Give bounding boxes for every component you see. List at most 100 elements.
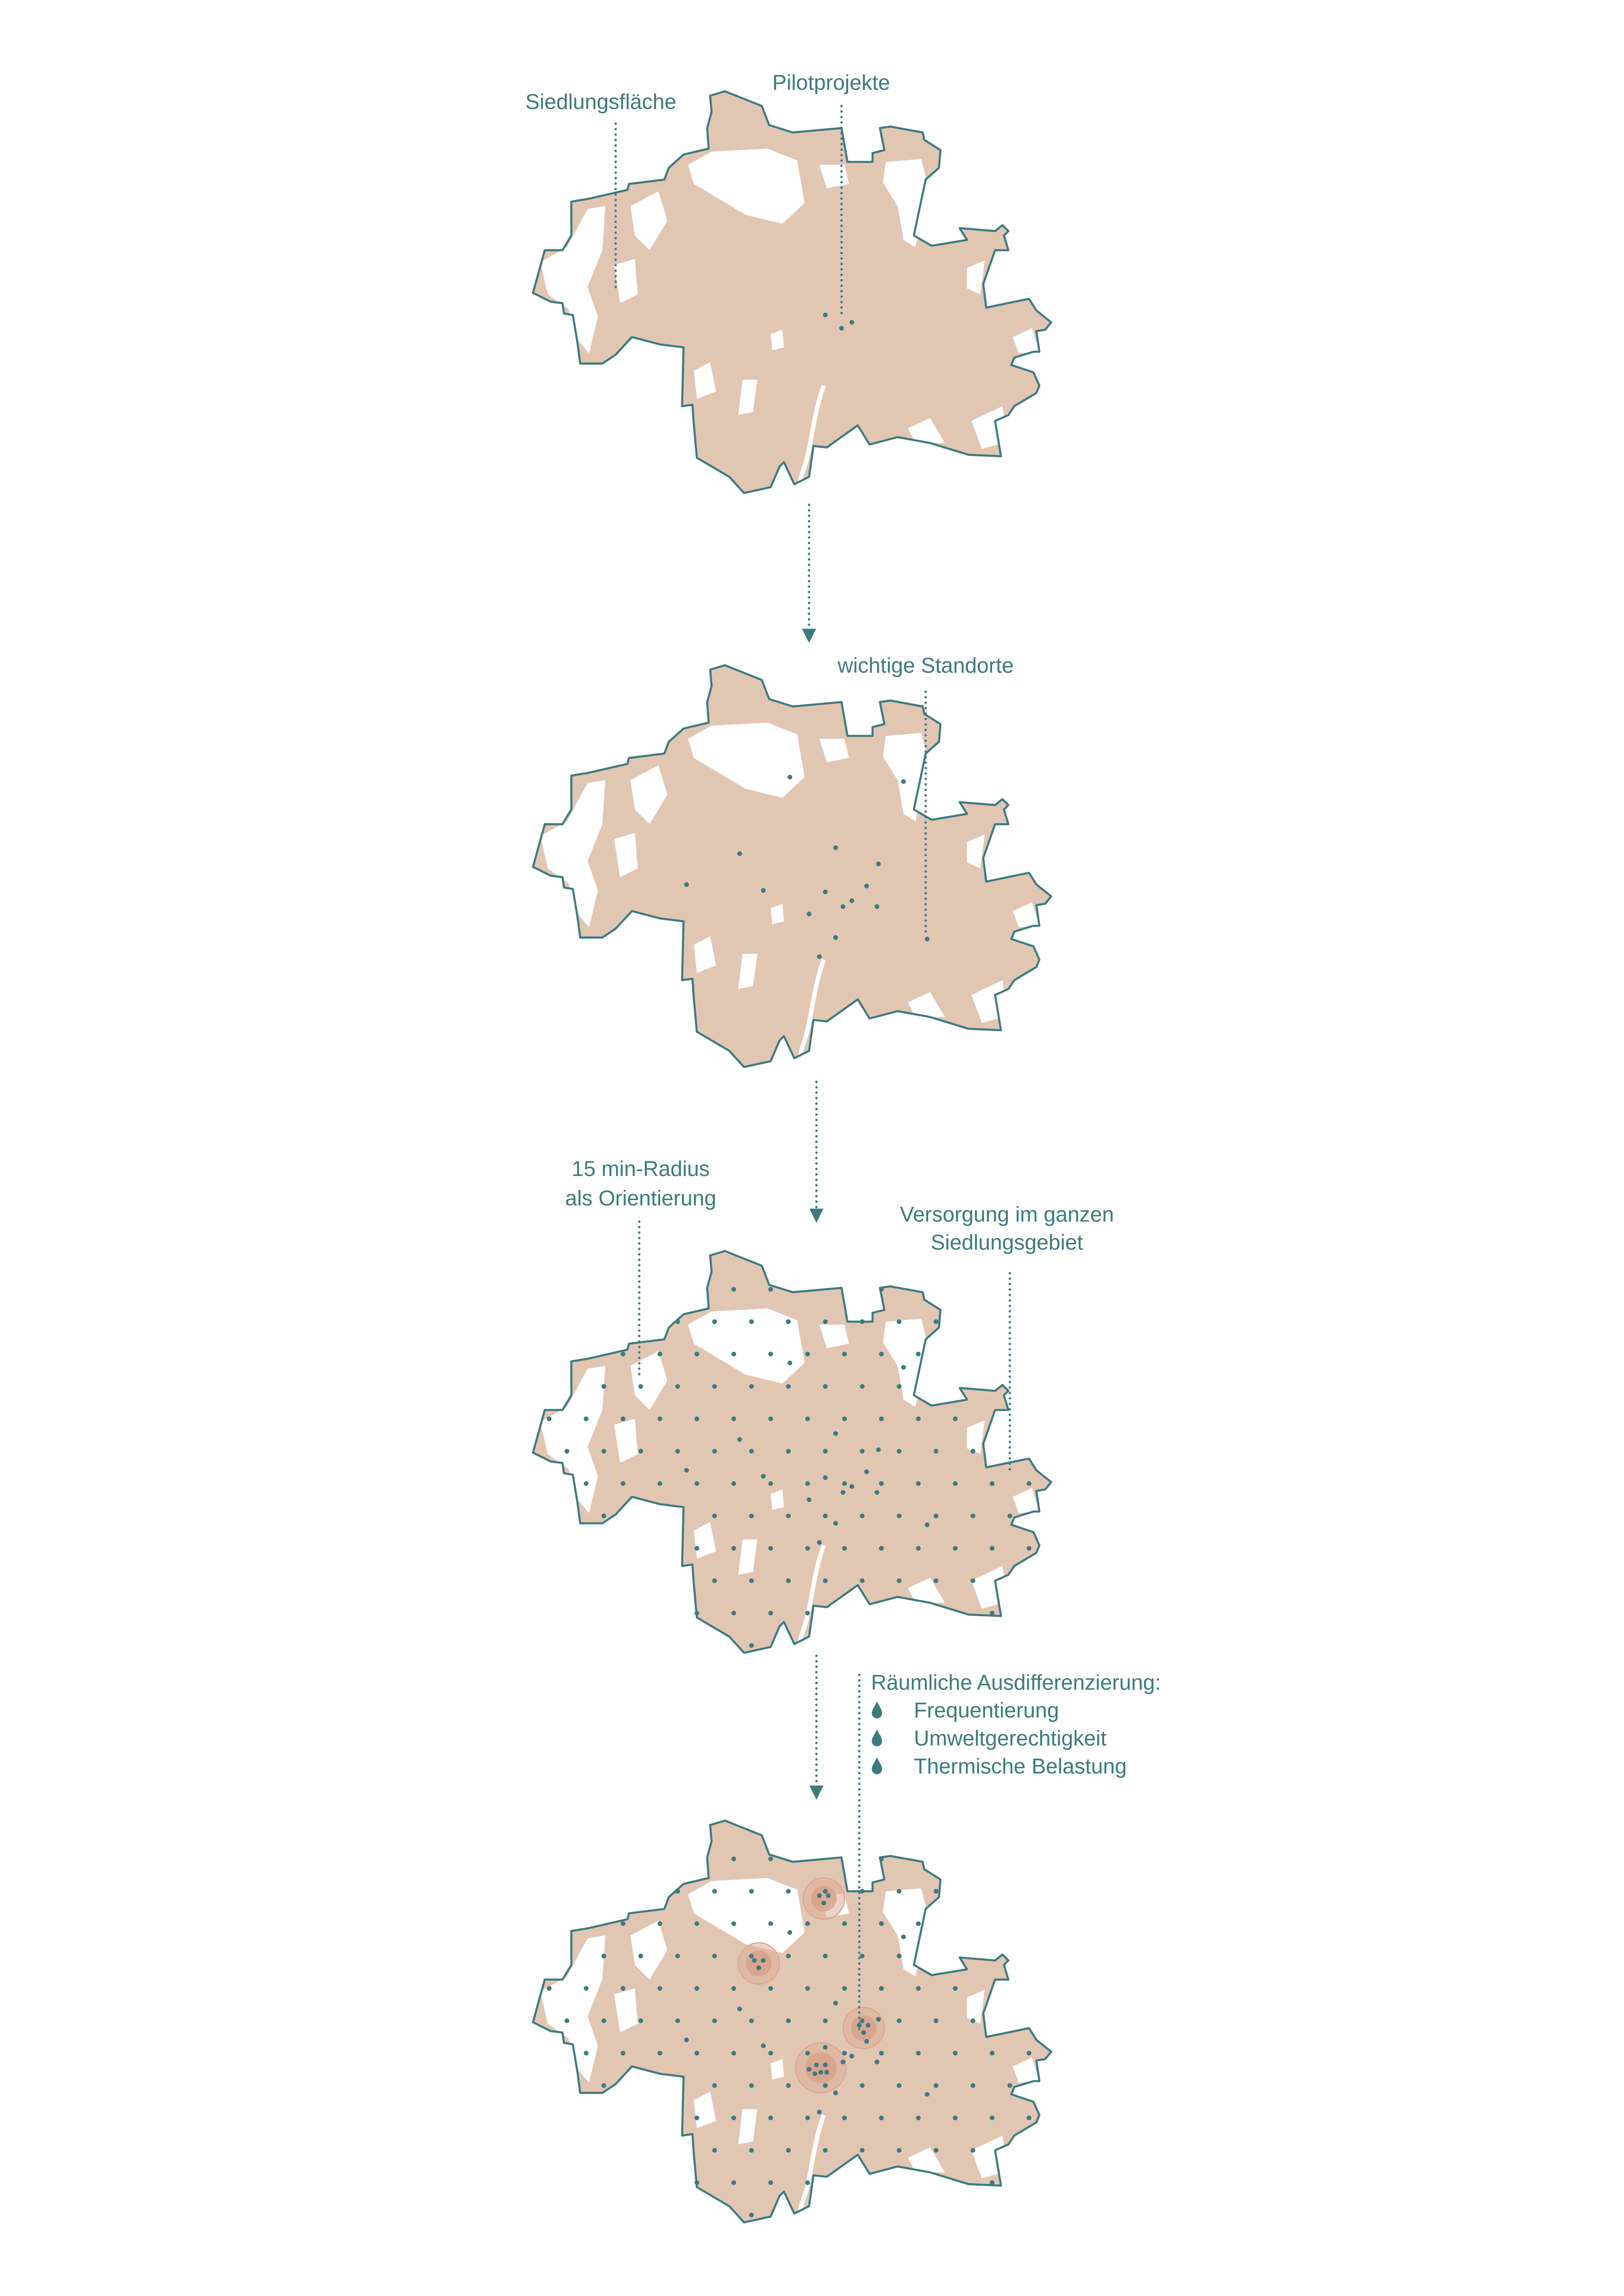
location-dot — [749, 2213, 754, 2218]
location-dot — [675, 1889, 680, 1894]
settlement-area — [533, 91, 1051, 493]
location-dot — [823, 2083, 828, 2088]
location-dot — [823, 2018, 828, 2023]
location-dot — [817, 1893, 822, 1898]
drop-icon — [872, 1757, 882, 1774]
location-dot — [805, 1351, 810, 1356]
location-dot — [842, 2051, 847, 2056]
location-dot — [731, 1611, 737, 1616]
radius-core — [805, 2052, 837, 2084]
location-dot — [897, 1513, 902, 1518]
location-dot — [817, 954, 822, 959]
location-dot — [874, 1490, 880, 1495]
location-dot — [823, 1954, 828, 1959]
location-dot — [953, 1481, 958, 1486]
location-dot — [916, 1986, 921, 1991]
location-dot — [786, 2083, 791, 2088]
location-dot — [879, 2116, 884, 2121]
location-dot — [879, 1287, 884, 1292]
location-dot — [731, 2051, 737, 2056]
open-space — [1012, 328, 1040, 354]
location-dot — [897, 1889, 902, 1894]
location-dot — [712, 1954, 717, 1959]
location-dot — [761, 1958, 766, 1963]
location-dot — [821, 1900, 826, 1905]
location-dot — [823, 1319, 828, 1324]
radius-core — [811, 1885, 837, 1911]
location-dot — [768, 1611, 773, 1616]
location-dot — [675, 2018, 680, 2023]
location-dot — [768, 1481, 773, 1486]
location-dot — [1026, 1546, 1031, 1551]
location-dot — [657, 2051, 662, 2056]
label-siedlungsgebiet: Siedlungsgebiet — [931, 1230, 1083, 1254]
location-dot — [768, 1856, 773, 1861]
location-dot — [694, 1481, 700, 1486]
location-dot — [761, 2043, 766, 2048]
location-dot — [861, 2030, 866, 2035]
location-dot — [786, 1319, 791, 1324]
location-dot — [731, 1287, 737, 1292]
location-dot — [953, 1986, 958, 1991]
location-dot — [620, 1481, 625, 1486]
location-dot — [756, 1965, 762, 1970]
location-dot — [749, 1449, 754, 1454]
location-dot — [916, 2051, 921, 2056]
location-dot — [876, 2017, 881, 2022]
location-dot — [731, 1351, 737, 1356]
location-dot — [901, 779, 906, 784]
open-space — [614, 833, 638, 877]
location-dot — [916, 1546, 921, 1551]
location-dot — [675, 1449, 680, 1454]
location-dot — [638, 2018, 643, 2023]
location-dot — [897, 1954, 902, 1959]
location-dot — [731, 1416, 737, 1421]
location-dot — [583, 1986, 589, 1991]
location-dot — [823, 890, 828, 895]
location-dot — [564, 1449, 569, 1454]
location-dot — [749, 1954, 754, 1959]
location-dot — [970, 2018, 975, 2023]
city-boundary — [532, 1819, 1052, 2224]
open-space — [738, 2109, 758, 2145]
location-dot — [823, 312, 828, 317]
location-dot — [712, 1319, 717, 1324]
label-wichtige-standorte: wichtige Standorte — [837, 653, 1013, 677]
location-dot — [768, 1546, 773, 1551]
location-dot — [712, 1513, 717, 1518]
location-dot — [583, 1481, 589, 1486]
location-dot — [657, 1481, 662, 1486]
open-space — [693, 1522, 716, 1559]
drop-icon — [872, 1729, 882, 1747]
map-step-4 — [532, 1819, 1052, 2224]
location-dot — [879, 1416, 884, 1421]
location-dot — [731, 2116, 737, 2121]
location-dot — [712, 2018, 717, 2023]
open-space — [770, 330, 784, 350]
location-dot — [786, 1513, 791, 1518]
location-dot — [761, 888, 766, 893]
location-dot — [601, 2018, 606, 2023]
open-space — [688, 1878, 805, 1954]
location-dot — [933, 2083, 938, 2088]
location-dot — [860, 2148, 865, 2153]
open-space — [967, 1990, 985, 2024]
location-dot — [1026, 2051, 1031, 2056]
location-dot — [712, 1449, 717, 1454]
location-dot — [849, 320, 855, 325]
open-space — [630, 1921, 668, 1980]
open-space — [908, 1578, 945, 1603]
location-dot — [924, 1522, 930, 1527]
location-dot — [933, 1889, 938, 1894]
location-dot — [675, 1954, 680, 1959]
location-dot — [823, 1449, 828, 1454]
location-dot — [933, 1449, 938, 1454]
location-dot — [694, 1546, 700, 1551]
location-dot — [840, 1490, 846, 1495]
location-dot — [970, 2083, 975, 2088]
location-dot — [933, 2018, 938, 2023]
location-dot — [825, 1893, 831, 1898]
location-dot — [879, 2051, 884, 2056]
open-space — [614, 259, 638, 304]
